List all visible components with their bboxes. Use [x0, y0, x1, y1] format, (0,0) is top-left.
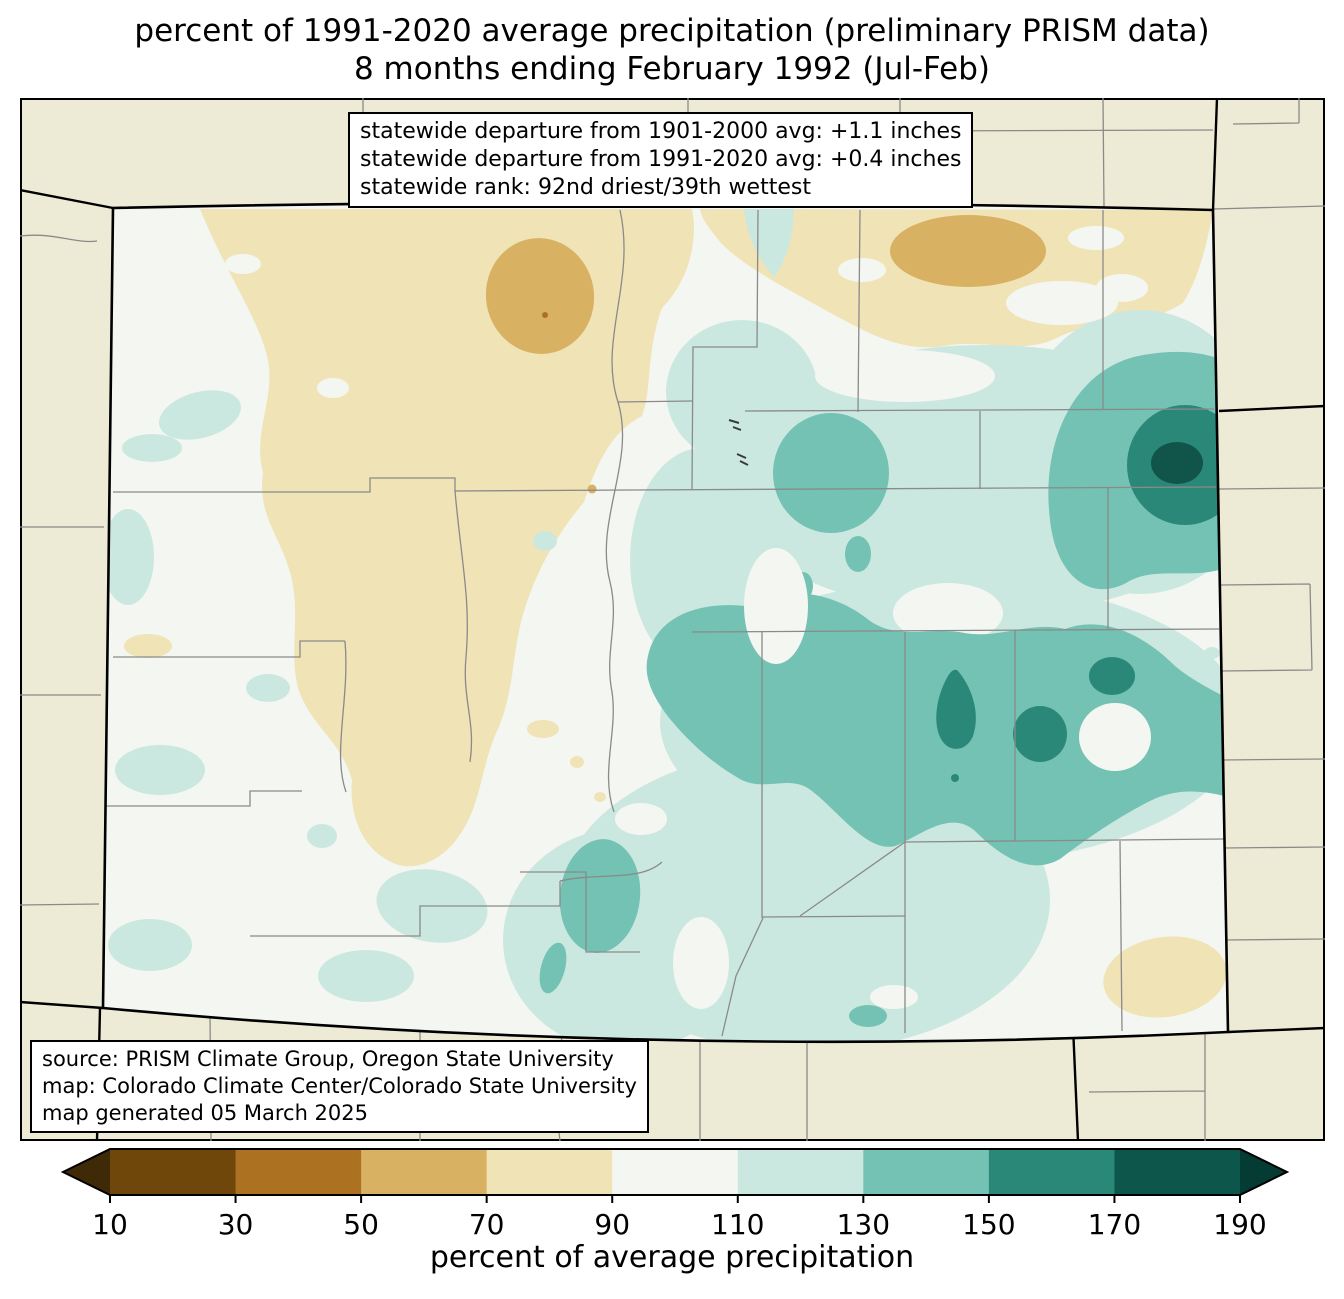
colorbar-tick-label: 90 — [594, 1208, 630, 1241]
colorbar-segment — [1114, 1149, 1241, 1195]
colorbar-tick-label: 130 — [837, 1208, 890, 1241]
statewide-stats-box: statewide departure from 1901-2000 avg: … — [348, 112, 974, 208]
denver-area-boundary-marks — [728, 419, 749, 466]
figure-title: percent of 1991-2020 average precipitati… — [0, 12, 1344, 88]
band-90-110-holes-med — [744, 548, 1151, 771]
stats-line-1: statewide departure from 1901-2000 avg: … — [360, 119, 962, 144]
colorbar-over-arrow — [1240, 1149, 1287, 1195]
band-90-110-holes-tan — [225, 226, 1148, 398]
colorbar-segment — [110, 1149, 237, 1195]
colorbar-segment — [486, 1149, 613, 1195]
colorbar-tick-label: 170 — [1088, 1208, 1141, 1241]
colorbar-tick-label: 150 — [962, 1208, 1015, 1241]
colorbar-tick-label: 190 — [1213, 1208, 1266, 1241]
band-50-70-regions — [485, 215, 1046, 494]
stats-line-3: statewide rank: 92nd driest/39th wettest — [360, 175, 811, 200]
colorado-precipitation-map — [20, 98, 1325, 1141]
source-line-1: source: PRISM Climate Group, Oregon Stat… — [42, 1047, 614, 1071]
source-box: source: PRISM Climate Group, Oregon Stat… — [30, 1040, 649, 1133]
stats-line-2: statewide departure from 1991-2020 avg: … — [360, 147, 962, 172]
colorbar-segment — [361, 1149, 488, 1195]
colorado-county-lines — [103, 209, 1227, 1037]
colorbar-tick-label: 70 — [469, 1208, 505, 1241]
colorbar-axis-label: percent of average precipitation — [429, 1240, 915, 1275]
title-line-1: percent of 1991-2020 average precipitati… — [134, 13, 1210, 49]
colorbar-under-arrow — [63, 1149, 110, 1195]
precipitation-bands — [103, 202, 1228, 1042]
colorbar-segment — [863, 1149, 990, 1195]
colorbar-segment — [235, 1149, 362, 1195]
colorbar-tick-label: 50 — [343, 1208, 379, 1241]
colorbar-tick-label: 110 — [711, 1208, 764, 1241]
colorbar-tick-label: 30 — [218, 1208, 254, 1241]
colorbar-tick-label: 10 — [92, 1208, 128, 1241]
colorbar-segment — [612, 1149, 739, 1195]
band-170-190-core — [1151, 442, 1203, 484]
colorbar-segment — [737, 1149, 864, 1195]
title-line-2: 8 months ending February 1992 (Jul-Feb) — [353, 51, 990, 87]
source-line-3: map generated 05 March 2025 — [42, 1101, 369, 1125]
band-30-50-dot — [542, 312, 548, 318]
band-90-110-holes-teal — [519, 281, 1118, 1009]
colorbar: 10 30 50 70 90 110 130 150 170 190 — [60, 1148, 1290, 1241]
colorbar-segment — [988, 1149, 1115, 1195]
source-line-2: map: Colorado Climate Center/Colorado St… — [42, 1074, 637, 1098]
